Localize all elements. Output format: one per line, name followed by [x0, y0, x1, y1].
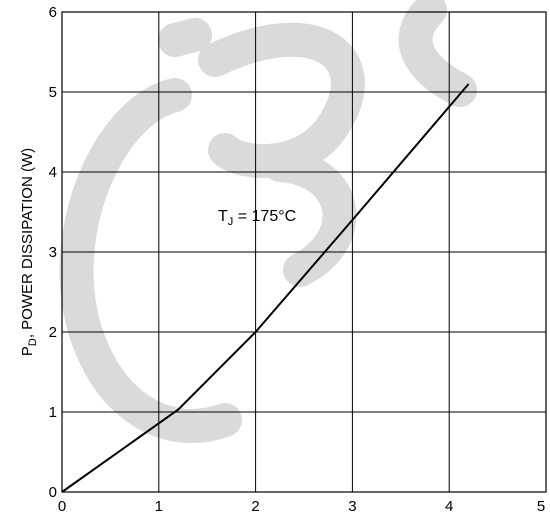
- plot-frame: [61, 11, 547, 493]
- y-axis-label: PD, POWER DISSIPATION (W): [19, 148, 39, 356]
- x-tick-label: 5: [537, 498, 545, 515]
- y-tick-label: 3: [49, 244, 57, 261]
- watermark-letter-c: [59, 78, 242, 443]
- x-axis-ticks: 0 1 2 3 4 5: [58, 498, 545, 515]
- y-tick-label: 6: [49, 4, 57, 21]
- x-tick-label: 0: [58, 498, 66, 515]
- y-axis-ticks: 0 1 2 3 4 5 6: [49, 4, 57, 501]
- series-line: [61, 83, 470, 493]
- grid: [62, 12, 546, 492]
- watermark-letter-b: [158, 18, 365, 287]
- x-tick-label: 1: [155, 498, 163, 515]
- y-tick-label: 0: [49, 484, 57, 501]
- annotation-tj: TJ = 175°C: [218, 208, 296, 228]
- y-tick-label: 5: [49, 84, 57, 101]
- x-tick-label: 4: [445, 498, 453, 515]
- y-tick-label: 4: [49, 164, 57, 181]
- x-tick-label: 3: [348, 498, 356, 515]
- y-tick-label: 1: [49, 404, 57, 421]
- watermark-letter-s: [398, 0, 477, 107]
- x-tick-label: 2: [251, 498, 259, 515]
- watermark: [59, 0, 477, 443]
- y-tick-label: 2: [49, 324, 57, 341]
